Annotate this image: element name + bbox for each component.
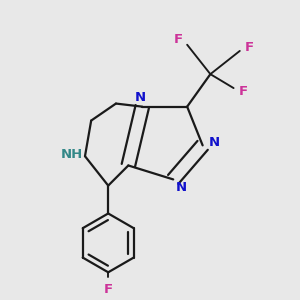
Text: F: F xyxy=(174,33,183,46)
Text: N: N xyxy=(209,136,220,149)
Text: NH: NH xyxy=(61,148,83,161)
Text: N: N xyxy=(176,181,187,194)
Text: N: N xyxy=(135,92,146,104)
Text: F: F xyxy=(103,283,113,296)
Text: F: F xyxy=(244,41,253,54)
Text: F: F xyxy=(238,85,248,98)
